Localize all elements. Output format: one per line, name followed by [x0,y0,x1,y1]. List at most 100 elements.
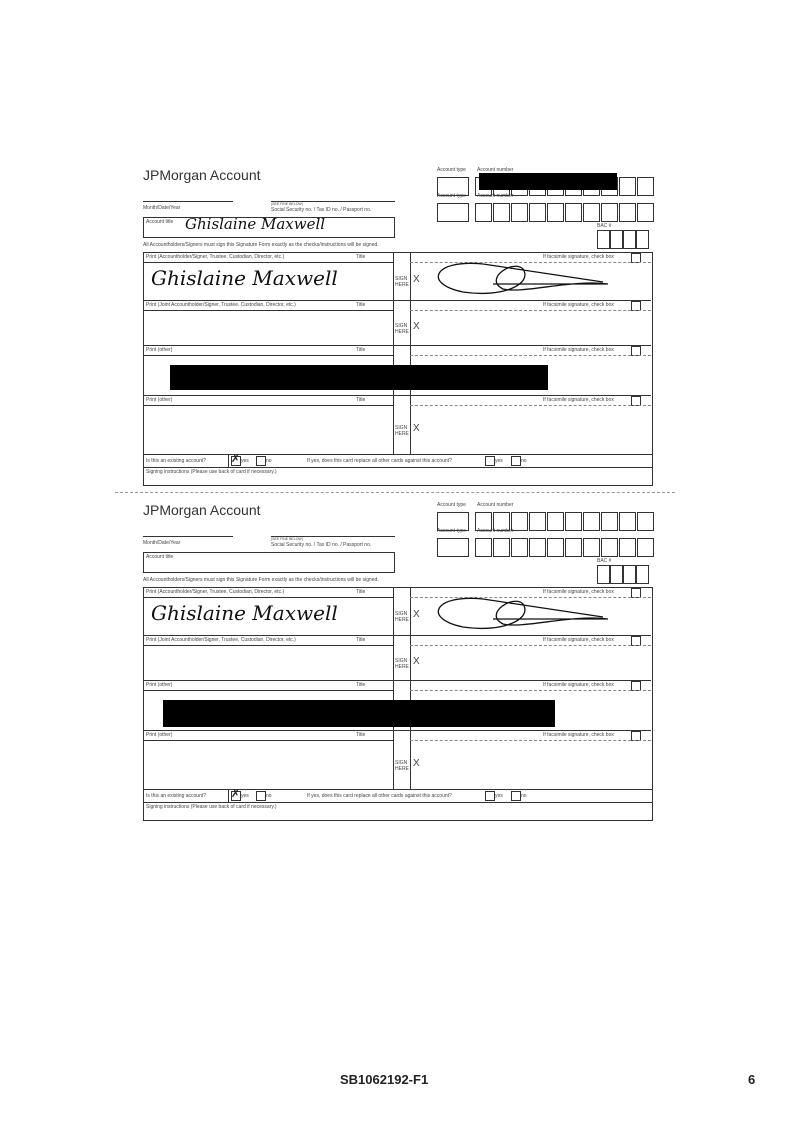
check-mark-icon: ✗ [231,453,241,465]
account-number-digit-box[interactable] [547,512,564,531]
redaction-bar [479,173,617,190]
account-number-digit-box[interactable] [637,512,654,531]
account-number-digit-box[interactable] [583,512,600,531]
account-number-digit-box[interactable] [511,538,528,557]
facsimile-label: If facsimile signature, check box [543,682,614,688]
facsimile-label: If facsimile signature, check box [543,397,614,403]
row-divider [143,310,393,311]
replace-yes-checkbox[interactable] [485,456,495,466]
account-type-label: Account type [437,193,466,199]
existing-account-question: Is this an existing account? [146,458,207,464]
redaction-bar [170,365,548,390]
print-label: Print (other) [146,347,173,353]
sign-here-label: SIGN HERE [395,759,409,772]
bac-digit-box[interactable] [636,565,649,584]
sign-here-label: SIGN HERE [395,322,409,335]
row-divider [410,262,651,263]
print-label: Print (other) [146,732,173,738]
printed-name: Ghislaine Maxwell [151,266,338,290]
bac-digit-box[interactable] [610,565,623,584]
account-number-digit-box[interactable] [565,203,582,222]
account-number-digit-box[interactable] [529,203,546,222]
account-number-digit-box[interactable] [565,512,582,531]
replace-question: If yes, does this card replace all other… [307,458,452,464]
print-label: Print (Accountholder/Signer, Trustee, Cu… [146,254,285,260]
account-number-digit-box[interactable] [511,512,528,531]
account-number-digit-box[interactable] [619,538,636,557]
existing-no-checkbox[interactable] [256,791,266,801]
ssn-label: Social Security no. / Tax ID no. / Passp… [271,542,372,548]
account-number-label: Account number [477,167,514,173]
account-type-box[interactable] [437,203,469,222]
account-number-digit-box[interactable] [493,538,510,557]
account-number-digit-box[interactable] [547,203,564,222]
divider [410,252,411,454]
account-number-digit-box[interactable] [637,177,654,196]
row-divider [143,730,651,731]
replace-yes-checkbox[interactable] [485,791,495,801]
printed-name: Ghislaine Maxwell [151,601,338,625]
account-number-digit-box[interactable] [601,203,618,222]
account-number-digit-box[interactable] [547,538,564,557]
account-number-digit-box[interactable] [637,203,654,222]
bac-digit-box[interactable] [623,230,636,249]
account-title-value: Ghislaine Maxwell [185,215,326,233]
facsimile-label: If facsimile signature, check box [543,347,614,353]
account-number-digit-box[interactable] [493,512,510,531]
row-divider [143,345,651,346]
account-type-box[interactable] [437,512,469,531]
ssn-line [271,536,395,537]
replace-no-checkbox[interactable] [511,456,521,466]
account-number-digit-box[interactable] [475,538,492,557]
account-number-digit-box[interactable] [475,203,492,222]
date-label: Month/Date/Year [143,540,181,546]
ssn-small-label: (SEE FINE BELOW) [271,202,303,206]
bac-digit-box[interactable] [610,230,623,249]
account-number-digit-box[interactable] [565,538,582,557]
account-number-digit-box[interactable] [619,203,636,222]
signature-card-2: JPMorgan Account Account type Account numb… [143,500,654,821]
bac-digit-box[interactable] [623,565,636,584]
cut-line [115,492,675,493]
ssn-line [271,201,395,202]
ssn-small-label: (SEE FINE BELOW) [271,537,303,541]
signature-statement: All Accountholders/Signers must sign thi… [143,242,379,248]
existing-no-checkbox[interactable] [256,456,266,466]
row-divider [143,405,393,406]
account-number-digit-box[interactable] [475,512,492,531]
account-number-digit-box[interactable] [511,203,528,222]
account-number-digit-box[interactable] [583,538,600,557]
existing-yes-checkbox[interactable] [231,791,241,801]
account-number-digit-box[interactable] [619,512,636,531]
signing-instructions-field[interactable] [143,802,653,821]
account-type-box[interactable] [437,538,469,557]
facsimile-label: If facsimile signature, check box [543,589,614,595]
yes-label: yes [241,458,249,464]
account-number-digit-box[interactable] [529,538,546,557]
row-divider [410,597,651,598]
account-title-field[interactable] [143,552,395,573]
bac-digit-box[interactable] [597,565,610,584]
existing-yes-checkbox[interactable] [231,456,241,466]
row-divider [143,597,393,598]
bac-digit-box[interactable] [597,230,610,249]
account-number-digit-box[interactable] [601,512,618,531]
account-type-label: Account type [437,528,466,534]
account-number-digit-box[interactable] [637,538,654,557]
title-label: Title [356,637,366,643]
account-type-box[interactable] [437,177,469,196]
account-number-digit-box[interactable] [619,177,636,196]
account-number-digit-box[interactable] [601,538,618,557]
page-number: 6 [748,1072,756,1087]
signing-instructions-field[interactable] [143,467,653,486]
row-divider [143,680,651,681]
bac-digit-box[interactable] [636,230,649,249]
row-divider [410,690,651,691]
no-label: no [521,793,527,799]
account-title-field[interactable] [143,217,395,238]
replace-no-checkbox[interactable] [511,791,521,801]
account-number-digit-box[interactable] [529,512,546,531]
account-number-digit-box[interactable] [493,203,510,222]
account-number-digit-box[interactable] [583,203,600,222]
